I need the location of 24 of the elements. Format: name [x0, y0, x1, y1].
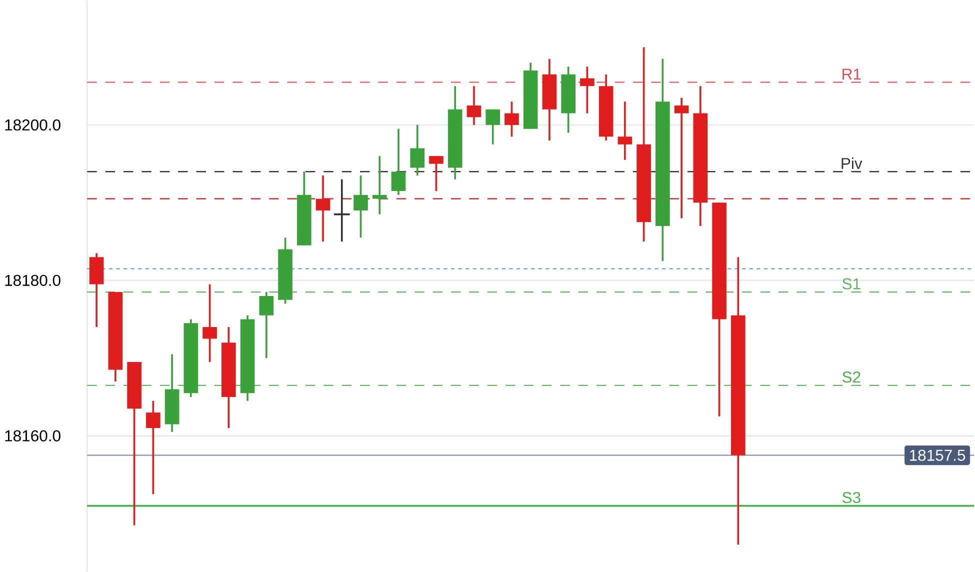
annotation: 18157.5 — [910, 449, 966, 461]
candlestick — [410, 124, 425, 176]
candlestick — [316, 174, 330, 242]
candlestick — [391, 128, 406, 196]
candlestick — [466, 84, 482, 126]
candlestick — [486, 108, 500, 146]
candlestick — [618, 100, 632, 161]
ref-line-label: S3 — [842, 492, 860, 503]
candlestick — [146, 400, 160, 495]
ref-line-label: S1 — [842, 278, 860, 290]
y-tick-label: 18180.0 — [5, 274, 60, 286]
candlestick — [674, 96, 689, 219]
ref-line-label: R1 — [842, 68, 861, 80]
y-tick-label: 18160.0 — [5, 430, 60, 442]
ref-line-label: S2 — [842, 371, 860, 382]
ref-line-label: Piv — [842, 157, 862, 169]
candlestick — [372, 154, 387, 216]
candlestick — [504, 100, 519, 138]
candlestick — [580, 66, 594, 114]
candlestick — [202, 283, 217, 363]
candlestick — [259, 290, 274, 359]
candlestick — [429, 154, 444, 192]
candlestick — [354, 174, 368, 238]
y-tick-label: 18200.0 — [5, 119, 60, 130]
